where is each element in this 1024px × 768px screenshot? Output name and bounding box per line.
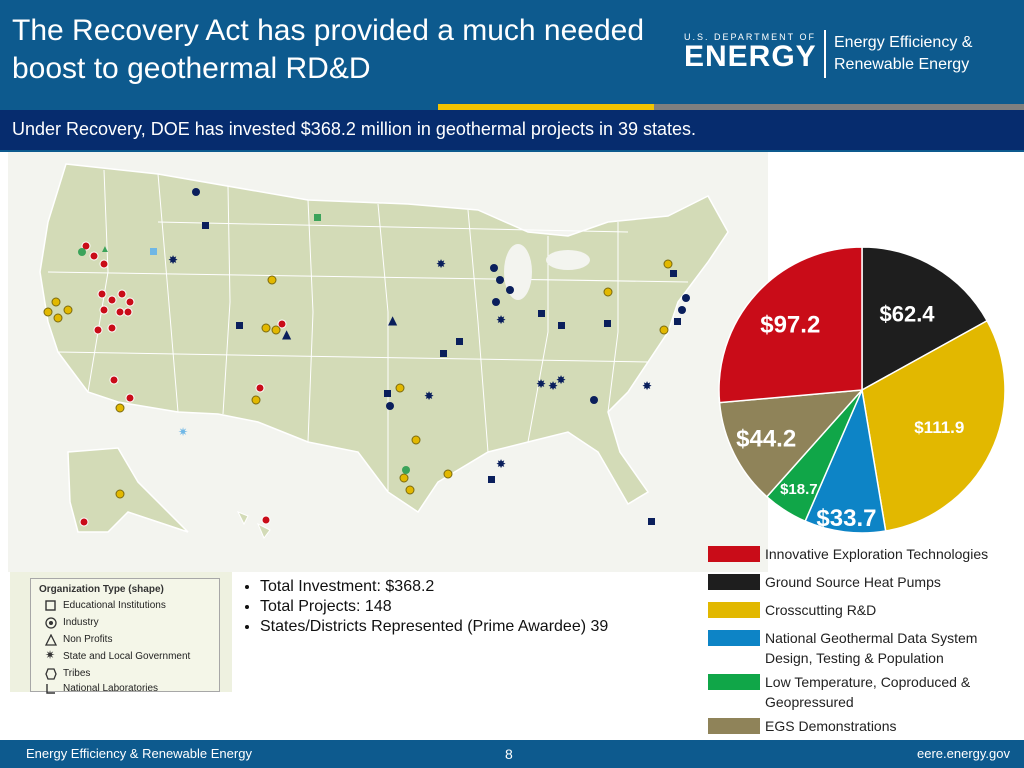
pie-legend-swatch: [708, 546, 760, 562]
pie-legend-label: EGS Demonstrations: [765, 718, 897, 734]
map-legend-item: National Laboratories: [63, 683, 159, 694]
pie-legend-swatch: [708, 674, 760, 690]
pie-legend-swatch: [708, 574, 760, 590]
page-title: The Recovery Act has provided a much nee…: [12, 14, 645, 85]
pie-slice: [718, 389, 864, 498]
footer-bar: Energy Efficiency & Renewable Energy 8 e…: [0, 740, 1024, 768]
pie-legend-label: Ground Source Heat Pumps: [765, 574, 941, 590]
logo-eere-line2: Renewable Energy: [834, 56, 970, 73]
map-legend-item: Non Profits: [63, 634, 113, 645]
pie-legend-label: Crosscutting R&D: [765, 602, 877, 618]
alaska-shape: [67, 447, 189, 533]
funding-pie-chart: $62.4 $111.9 $33.7 $18.7 $44.2 $97.2: [718, 246, 1006, 534]
hawaii-shape: [236, 511, 271, 539]
triangle-icon: [45, 634, 57, 646]
svg-text:✸: ✸: [556, 373, 566, 387]
logo-divider: [824, 30, 826, 78]
logo-eere-text: Energy Efficiency & Renewable Energy: [834, 32, 972, 76]
marker-group-red: [79, 241, 287, 527]
svg-text:▲: ▲: [100, 244, 110, 255]
stat-states-represented: States/Districts Represented (Prime Awar…: [260, 618, 608, 636]
pie-data-label: $44.2: [736, 426, 796, 453]
svg-text:✸: ✸: [496, 457, 506, 471]
marker-group-stars: ✸ ✸✸ ✸ ✸✸ ✸✸✸ ▲▲: [168, 253, 652, 471]
map-legend-heading: Organization Type (shape): [39, 584, 164, 595]
svg-text:✷: ✷: [178, 425, 188, 439]
star-icon: ✷: [45, 648, 56, 662]
pie-legend-label: National Geothermal Data System Design, …: [765, 630, 978, 666]
square-icon: [45, 600, 56, 611]
footer-org: Energy Efficiency & Renewable Energy: [26, 746, 252, 761]
pie-legend-label: Low Temperature, Coproduced & Geopressur…: [765, 674, 971, 710]
header-stripe-gray: [654, 104, 1024, 110]
marker-group-lightblue: ✷: [150, 248, 188, 439]
hexagon-icon: [45, 668, 57, 680]
map-legend-panel: Organization Type (shape) Educational In…: [10, 572, 232, 694]
pie-slice: [718, 246, 863, 404]
map-legend-item: Educational Institutions: [63, 600, 166, 611]
pie-slice: [804, 387, 887, 534]
svg-text:✸: ✸: [536, 377, 546, 391]
logo-small-text: U.S. DEPARTMENT OF: [684, 32, 817, 42]
map-legend-item: Tribes: [63, 668, 91, 679]
subtitle: Under Recovery, DOE has invested $368.2 …: [12, 119, 697, 139]
corner-icon: [46, 684, 55, 694]
pie-legend-label: Innovative Exploration Technologies: [765, 546, 989, 562]
us-project-map: ✸ ✸✸ ✸ ✸✸ ✸✸✸ ▲▲ ▲ ✷: [8, 152, 768, 572]
map-legend-item: State and Local Government: [63, 651, 191, 662]
pie-legend-swatch: [708, 718, 760, 734]
stats-list: Total Investment: $368.2 Total Projects:…: [240, 578, 608, 638]
map-legend-box: Organization Type (shape) Educational In…: [30, 578, 220, 694]
marker-group-green: ▲: [78, 214, 410, 474]
pie-slice: [861, 246, 989, 392]
header-bar: The Recovery Act has provided a much nee…: [0, 0, 1024, 104]
svg-text:▲: ▲: [282, 327, 292, 341]
pie-data-label: $18.7: [780, 481, 818, 498]
pie-data-label: $62.4: [879, 301, 935, 326]
page-number: 8: [505, 746, 513, 762]
footer-url[interactable]: eere.energy.gov: [917, 746, 1010, 761]
stat-total-investment: Total Investment: $368.2: [260, 578, 608, 596]
pie-data-label: $97.2: [760, 312, 820, 339]
stat-total-projects: Total Projects: 148: [260, 598, 608, 616]
svg-text:✸: ✸: [642, 379, 652, 393]
header-stripe-blue: [0, 104, 438, 110]
logo-eere-line1: Energy Efficiency &: [834, 34, 973, 51]
svg-text:✸: ✸: [168, 253, 178, 267]
header-stripe-yellow: [438, 104, 654, 110]
svg-text:✸: ✸: [424, 389, 434, 403]
pie-data-label: $33.7: [816, 505, 876, 532]
doe-logo: U.S. DEPARTMENT OF ENERGY Energy Efficie…: [684, 26, 1014, 86]
pie-legend-swatch: [708, 630, 760, 646]
pie-legend-swatch: [708, 602, 760, 618]
pie-slice: [861, 319, 1006, 532]
target-icon: [45, 617, 57, 629]
logo-energy-text: ENERGY: [684, 40, 817, 73]
svg-text:▲: ▲: [388, 313, 398, 327]
marker-group-navy: [192, 188, 690, 525]
svg-text:✸: ✸: [496, 313, 506, 327]
svg-text:✸: ✸: [548, 379, 558, 393]
subtitle-bar: Under Recovery, DOE has invested $368.2 …: [0, 110, 1024, 152]
pie-data-label: $111.9: [914, 418, 964, 437]
marker-group-yellow: [43, 259, 673, 499]
map-legend-item: Industry: [63, 617, 99, 628]
svg-text:✸: ✸: [436, 257, 446, 271]
